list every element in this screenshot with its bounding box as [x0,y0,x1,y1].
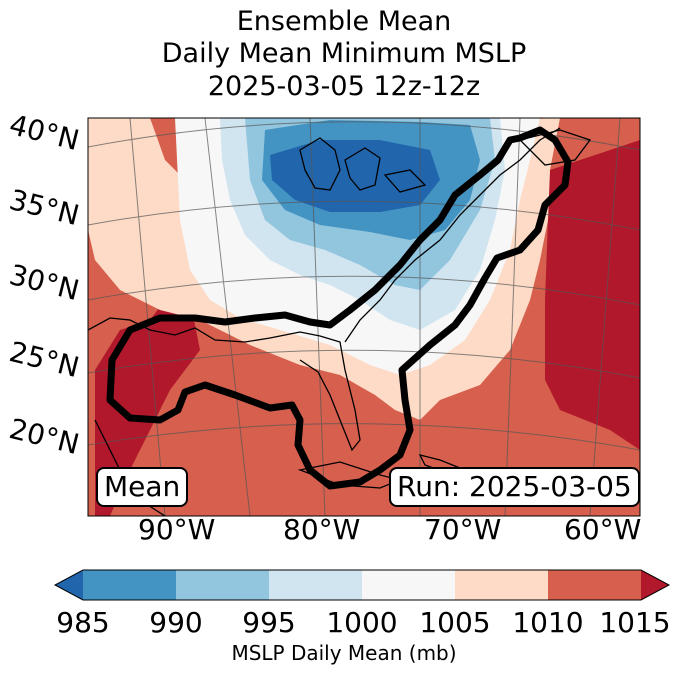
mean-label-box: Mean [96,467,189,507]
colorbar-outline [53,569,671,601]
colorbar-tick-990: 990 [149,606,203,639]
colorbar-bin-995 [269,570,363,600]
colorbar-tick-1000: 1000 [326,606,398,639]
colorbar-bin-1000 [362,570,456,600]
title-line-1: Ensemble Mean [236,6,452,37]
lon-label-70: 70°W [424,513,502,546]
colorbar-bin-985 [83,570,177,600]
run-date-box: Run: 2025-03-05 [389,467,640,507]
colorbar-tick-1005: 1005 [419,606,491,639]
title-line-3: 2025-03-05 12z-12z [207,71,481,102]
colorbar-label: MSLP Daily Mean (mb) [231,641,457,665]
colorbar-bin-990 [176,570,270,600]
lon-label-60: 60°W [564,513,642,546]
colorbar-tick-1015: 1015 [599,606,671,639]
colorbar-tick-985: 985 [56,606,110,639]
colorbar-over-arrow [641,570,669,600]
colorbar-tick-1010: 1010 [512,606,584,639]
graticule [88,118,640,516]
probability-contour [106,126,572,490]
colorbar-bin-1010 [548,570,642,600]
lon-label-80: 80°W [283,513,361,546]
colorbar-under-arrow [55,570,83,600]
colorbar-bin-1005 [455,570,549,600]
lon-label-90: 90°W [138,513,216,546]
title-line-2: Daily Mean Minimum MSLP [161,38,527,69]
colorbar [53,569,671,601]
colorbar-tick-995: 995 [242,606,296,639]
